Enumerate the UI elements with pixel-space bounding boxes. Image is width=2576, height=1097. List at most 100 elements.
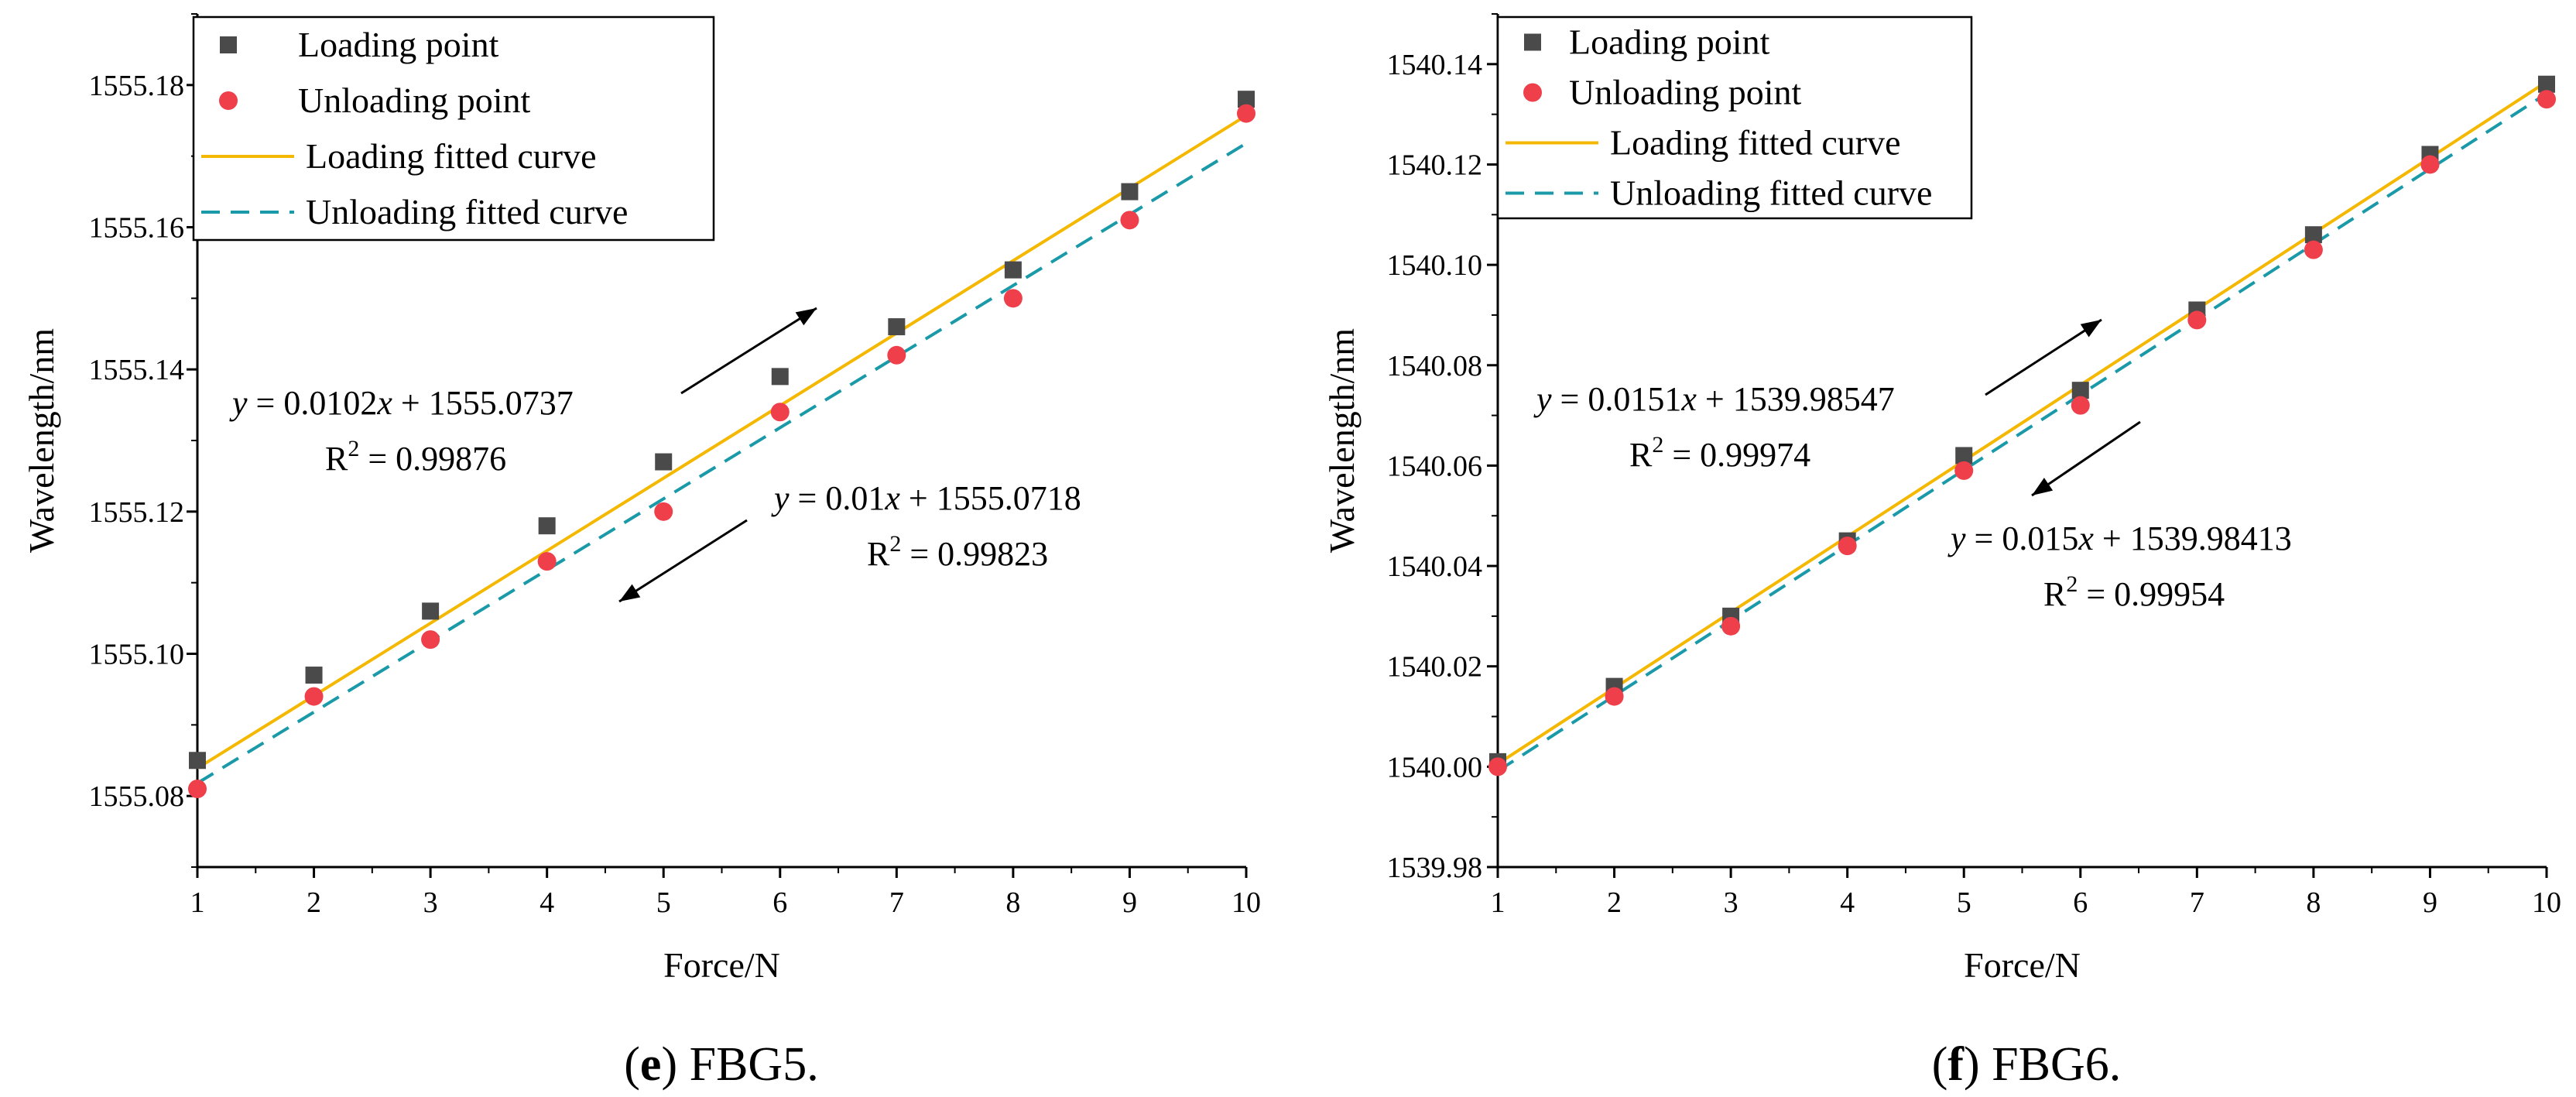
unloading-direction-arrow	[2031, 420, 2141, 497]
unloading-point	[887, 345, 906, 365]
y-tick-label: 1540.12	[1387, 149, 1483, 181]
y-tick-label: 1539.98	[1387, 852, 1483, 884]
loading-fit-line	[196, 114, 1248, 770]
unloading-point	[1488, 757, 1507, 776]
y-tick-label: 1540.04	[1387, 550, 1483, 583]
loading-point	[1238, 91, 1255, 108]
chart-panel-f: 1 2 3 4 5 6 7 8 9 10 1539.98 1540.00 1540.02 1540.04 1…	[1322, 13, 2561, 1091]
unloading-point	[2420, 155, 2440, 174]
y-tick-label: 1540.14	[1387, 49, 1483, 81]
unloading-direction-arrow-head	[2032, 478, 2054, 495]
loading-point	[655, 453, 673, 471]
loading-point	[888, 318, 906, 336]
legend-label: Unloading fitted curve	[306, 192, 628, 231]
unloading-point	[421, 630, 440, 650]
legend: Loading point Unloading point Loading fitt…	[1496, 15, 1973, 220]
x-axis-title: Force/N	[663, 945, 780, 985]
x-axis-title: Force/N	[1964, 945, 2081, 985]
x-tick-label: 5	[1957, 886, 1971, 919]
legend-box	[192, 15, 715, 242]
x-tick-label: 6	[2073, 886, 2088, 919]
legend-label: Unloading fitted curve	[1610, 173, 1932, 213]
x-tick-label: 10	[2532, 886, 2561, 919]
unloading-r-squared: R2 = 0.99823	[867, 531, 1048, 573]
unloading-point	[304, 687, 324, 706]
x-tick-label: 2	[1607, 886, 1622, 919]
y-tick-label: 1540.08	[1387, 350, 1483, 382]
x-tick-label: 8	[2306, 886, 2321, 919]
y-tick-label: 1540.06	[1387, 450, 1483, 482]
x-tick-label: 7	[2190, 886, 2204, 919]
x-tick-label: 6	[772, 886, 787, 919]
y-tick-label: 1555.10	[89, 639, 185, 671]
x-tick-label: 9	[2423, 886, 2437, 919]
x-tick-label: 2	[307, 886, 321, 919]
unloading-point	[770, 403, 790, 422]
unloading-point	[2071, 396, 2090, 415]
loading-point	[538, 517, 556, 535]
x-tick-label: 4	[540, 886, 554, 919]
y-tick-label: 1555.18	[89, 70, 185, 102]
unloading-point	[2187, 310, 2207, 330]
x-tick-label: 5	[656, 886, 671, 919]
unloading-equation: y = 0.01x + 1555.0718	[771, 479, 1081, 517]
legend-label: Loading fitted curve	[306, 136, 597, 176]
legend-label: Loading fitted curve	[1610, 123, 1901, 163]
legend-label: Unloading point	[298, 81, 530, 120]
loading-direction-arrow	[1985, 318, 2102, 396]
legend-label: Loading point	[298, 25, 499, 64]
unloading-equation: y = 0.015x + 1539.98413	[1947, 519, 2292, 557]
loading-point	[189, 752, 206, 770]
y-tick-label: 1555.14	[89, 354, 185, 386]
unloading-point	[188, 779, 207, 798]
y-tick-label: 1555.08	[89, 780, 185, 813]
loading-point	[422, 602, 440, 620]
loading-point	[771, 368, 789, 386]
loading-point	[1004, 261, 1022, 279]
loading-equation: y = 0.0151x + 1539.98547	[1533, 380, 1895, 418]
x-tick-label: 1	[1491, 886, 1506, 919]
legend-label: Unloading point	[1569, 73, 1801, 112]
legend-circle-symbol	[219, 91, 238, 110]
panel-caption: (e) FBG5.	[624, 1038, 818, 1091]
x-tick-label: 4	[1840, 886, 1855, 919]
loading-r-squared: R2 = 0.99974	[1629, 432, 1810, 474]
loading-direction-arrow-head	[2080, 320, 2102, 338]
loading-point	[2538, 75, 2555, 93]
loading-point	[2304, 226, 2322, 244]
x-tick-label: 3	[423, 886, 438, 919]
unloading-direction-arrow	[618, 519, 748, 603]
x-tick-label: 1	[190, 886, 205, 919]
unloading-fit-line	[1496, 92, 2548, 773]
x-tick-label: 10	[1231, 886, 1261, 919]
y-tick-label: 1555.12	[89, 496, 185, 529]
unloading-point	[1721, 616, 1741, 636]
legend-square-symbol	[220, 36, 237, 53]
y-tick-label: 1540.10	[1387, 249, 1483, 282]
unloading-point	[1237, 104, 1255, 123]
y-axis-title: Wavelength/nm	[22, 328, 61, 553]
loading-point	[305, 667, 323, 684]
y-tick-label: 1555.16	[89, 212, 185, 245]
loading-direction-arrow-head	[795, 308, 817, 326]
x-tick-label: 8	[1005, 886, 1020, 919]
loading-equation: y = 0.0102x + 1555.0737	[229, 384, 574, 422]
loading-point	[2071, 382, 2089, 399]
chart-panel-e: 1 2 3 4 5 6 7 8 9 10 1555.08 1555.10 1555.12 1555.14 1…	[22, 13, 1261, 1091]
legend-label: Loading point	[1569, 22, 1770, 62]
x-tick-label: 9	[1122, 886, 1137, 919]
unloading-point	[654, 502, 673, 521]
y-tick-label: 1540.00	[1387, 751, 1483, 783]
y-axis-title: Wavelength/nm	[1322, 328, 1362, 553]
unloading-point	[1954, 461, 1974, 480]
unloading-point	[1605, 687, 1624, 706]
y-tick-label: 1540.02	[1387, 651, 1483, 684]
unloading-point	[1003, 289, 1023, 308]
unloading-direction-arrow-head	[619, 584, 641, 602]
unloading-point	[2537, 90, 2556, 109]
loading-r-squared: R2 = 0.99876	[325, 436, 506, 478]
legend-circle-symbol	[1523, 83, 1542, 102]
unloading-point	[1838, 537, 1857, 556]
unloading-point	[537, 552, 557, 571]
